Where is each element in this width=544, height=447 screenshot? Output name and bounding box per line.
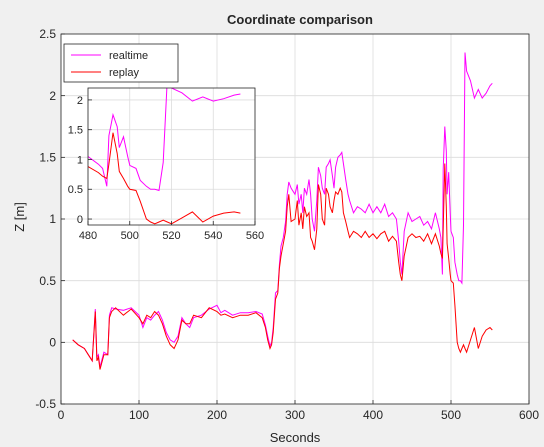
inset-x-tick-label: 540 [204, 230, 222, 242]
main-x-tick-label: 300 [285, 408, 305, 422]
main-y-tick-label: 0 [49, 336, 56, 350]
main-y-tick-label: 1.5 [39, 151, 56, 165]
chart-title: Coordinate comparison [227, 12, 373, 27]
inset-axes: 480 500 520 540 560 0 0.5 1 1.5 2 [68, 87, 264, 242]
main-series-realtime [72, 52, 493, 368]
inset-series-group [88, 88, 241, 225]
main-y-tick-label: 1 [49, 212, 56, 226]
main-y-tick-label: 0.5 [39, 274, 56, 288]
main-y-tick-label: 2.5 [39, 27, 56, 41]
legend-box [63, 43, 179, 83]
main-series-replay [72, 163, 493, 370]
y-axis-label: Z [m] [12, 202, 27, 232]
legend: realtime replay [63, 43, 179, 83]
main-y-tick-label: 2 [49, 89, 56, 103]
inset-y-tick-label: 0.5 [68, 184, 83, 196]
inset-y-tick-label: 2 [77, 95, 83, 107]
main-x-tick-label: 200 [207, 408, 227, 422]
main-y-tick-label: -0.5 [35, 397, 56, 411]
inset-y-tick-label: 0 [77, 214, 83, 226]
main-x-tick-label: 600 [519, 408, 539, 422]
legend-label-realtime: realtime [109, 50, 148, 62]
inset-x-tick-label: 480 [79, 230, 97, 242]
main-x-tick-label: 400 [363, 408, 383, 422]
main-x-tick-label: 500 [441, 408, 461, 422]
legend-label-replay: replay [109, 67, 139, 79]
main-series-group [72, 52, 493, 370]
inset-series-realtime [88, 88, 241, 192]
main-x-tick-label: 0 [58, 408, 65, 422]
inset-y-tick-label: 1.5 [68, 125, 83, 137]
inset-x-tick-label: 500 [121, 230, 139, 242]
inset-x-tick-label: 560 [246, 230, 264, 242]
inset-x-tick-label: 520 [162, 230, 180, 242]
inset-series-replay [88, 132, 241, 225]
inset-y-tick-label: 1 [77, 154, 83, 166]
main-x-tick-label: 100 [129, 408, 149, 422]
x-axis-label: Seconds [270, 430, 321, 445]
